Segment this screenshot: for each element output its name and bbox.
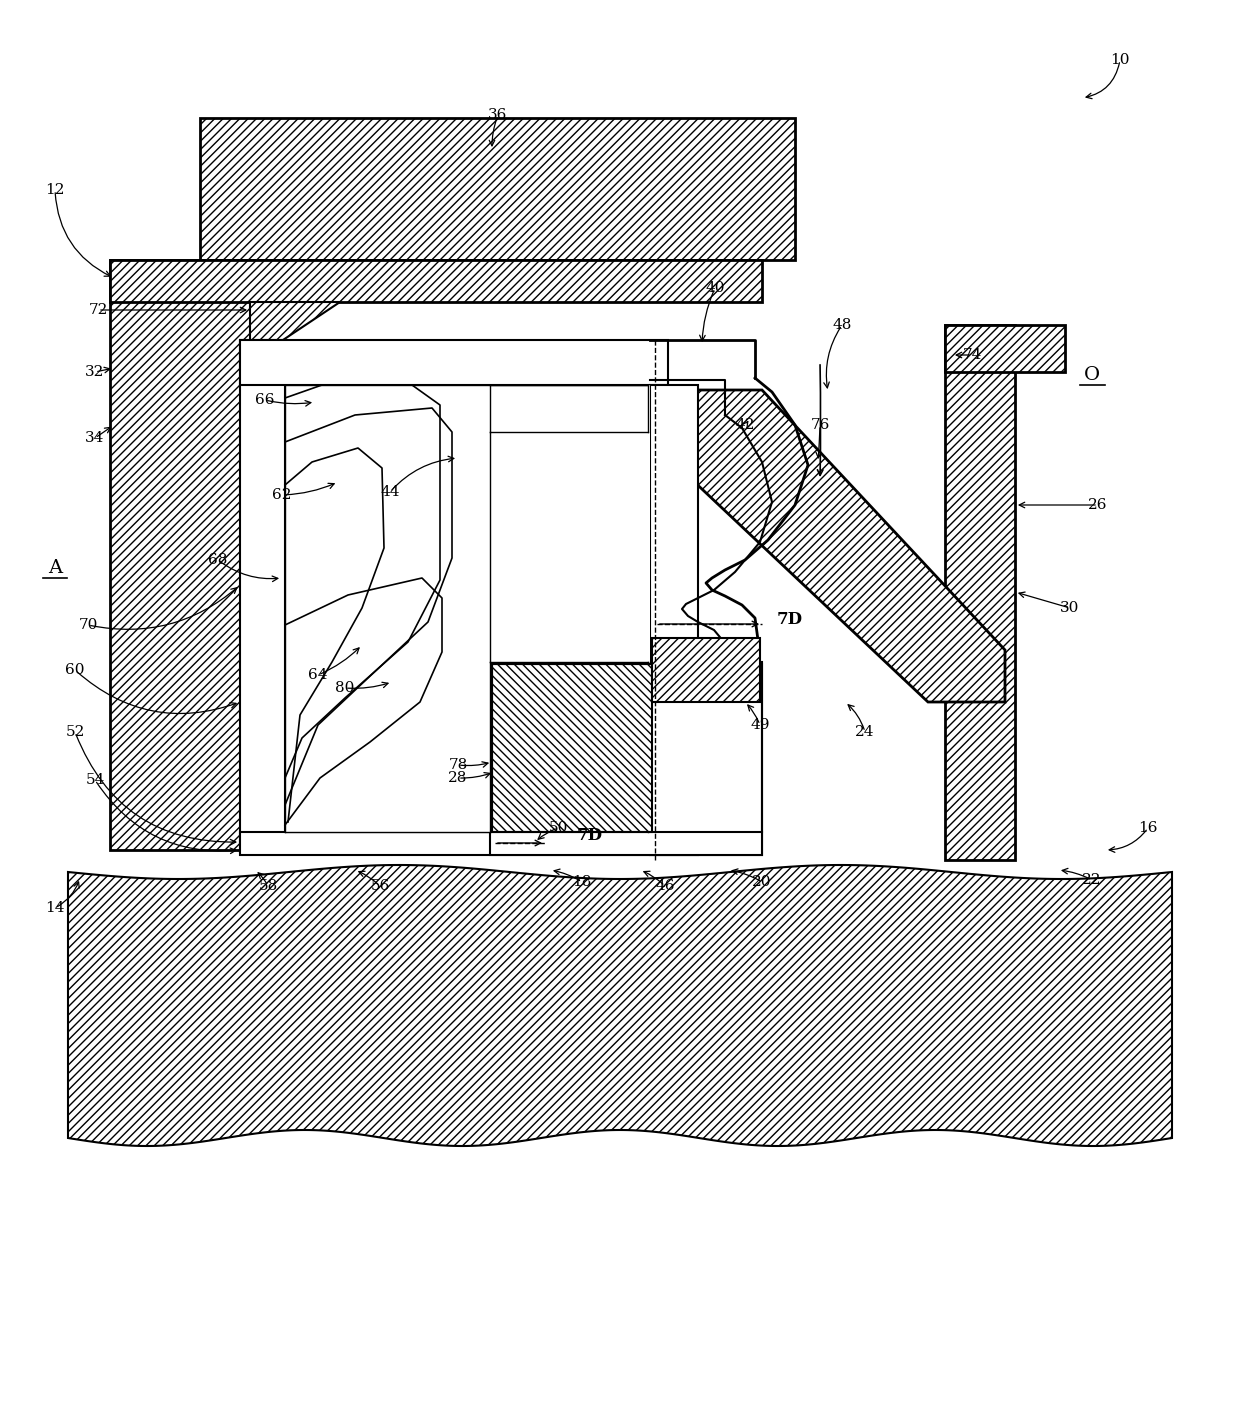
Bar [110, 260, 763, 302]
Text: 24: 24 [856, 724, 874, 739]
Text: 64: 64 [309, 668, 327, 682]
Bar [652, 637, 760, 702]
Bar [945, 324, 1065, 372]
Text: 49: 49 [750, 717, 770, 731]
Text: 20: 20 [753, 875, 771, 889]
Text: 76: 76 [810, 418, 830, 432]
Text: 42: 42 [735, 418, 755, 432]
Text: 62: 62 [273, 489, 291, 503]
Text: 12: 12 [45, 183, 64, 197]
Text: 32: 32 [86, 365, 104, 379]
Text: A: A [48, 559, 62, 577]
Bar [285, 385, 650, 833]
Text: 48: 48 [832, 317, 852, 331]
Text: 40: 40 [706, 281, 724, 295]
Bar [492, 664, 652, 833]
Text: O: O [1084, 366, 1100, 385]
Bar [945, 324, 1016, 861]
Text: 46: 46 [655, 879, 675, 893]
Text: 78: 78 [449, 758, 467, 772]
Text: 52: 52 [66, 724, 84, 739]
Bar [200, 118, 795, 260]
Text: 16: 16 [1138, 821, 1158, 835]
Text: 54: 54 [86, 774, 104, 788]
Text: 50: 50 [548, 821, 568, 835]
Polygon shape [250, 302, 340, 362]
Text: 74: 74 [962, 348, 982, 362]
Bar [650, 385, 698, 855]
Text: 34: 34 [86, 431, 104, 445]
Bar [492, 664, 652, 833]
Text: 56: 56 [371, 879, 389, 893]
Bar [492, 664, 763, 833]
Bar [241, 833, 763, 855]
Text: 30: 30 [1060, 601, 1080, 615]
Text: 36: 36 [489, 108, 507, 122]
Text: 66: 66 [255, 393, 275, 407]
Text: 14: 14 [45, 901, 64, 915]
Text: 60: 60 [66, 663, 84, 677]
Bar [241, 340, 668, 385]
Text: 44: 44 [381, 484, 399, 498]
Bar [490, 663, 763, 855]
Text: 80: 80 [335, 681, 355, 695]
Text: 28: 28 [449, 771, 467, 785]
Polygon shape [652, 390, 1004, 702]
Text: 68: 68 [208, 553, 228, 567]
Bar [110, 260, 250, 849]
Text: 72: 72 [88, 303, 108, 317]
Text: 70: 70 [78, 618, 98, 632]
Text: 10: 10 [1110, 53, 1130, 67]
Text: 7D: 7D [577, 827, 603, 844]
Bar [241, 340, 285, 852]
Text: 7D: 7D [777, 612, 804, 629]
Text: 18: 18 [573, 875, 591, 889]
Text: 58: 58 [258, 879, 278, 893]
Text: 26: 26 [1089, 498, 1107, 512]
Text: 22: 22 [1083, 873, 1102, 887]
Polygon shape [68, 865, 1172, 1146]
